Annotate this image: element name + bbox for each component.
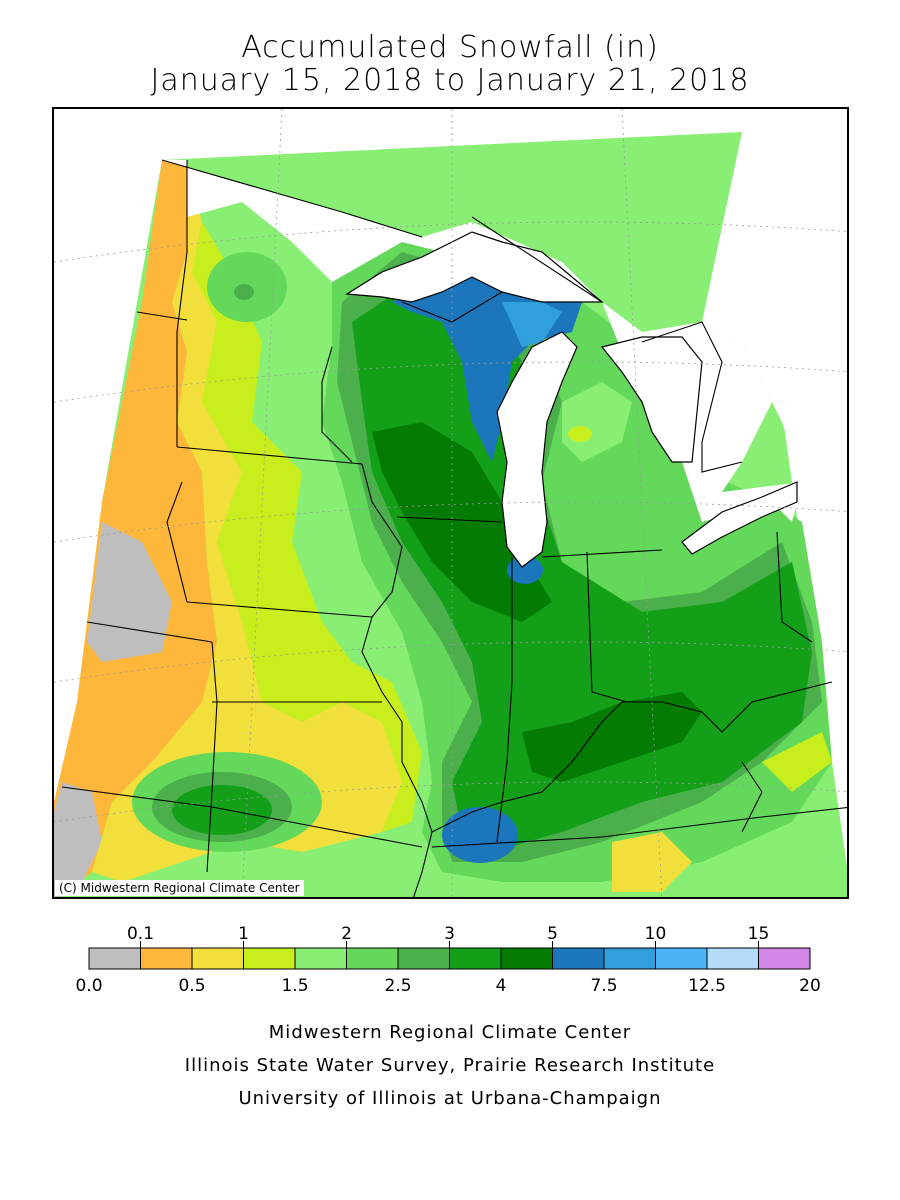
legend-swatch — [603, 947, 656, 970]
snowfall-map — [52, 107, 849, 899]
lake-erie — [681, 481, 798, 555]
snowfall-map-svg — [54, 109, 847, 897]
legend-swatch — [397, 947, 450, 970]
legend-swatch — [552, 947, 605, 970]
legend-swatch — [449, 947, 502, 970]
canada-region — [162, 160, 802, 522]
legend-bottom-label: 20 — [799, 976, 821, 996]
legend-swatch — [191, 947, 244, 970]
state-boundaries — [61, 159, 847, 897]
lake-huron — [600, 336, 703, 463]
map-title: Accumulated Snowfall (in) — [241, 30, 659, 65]
legend-swatch — [243, 947, 296, 970]
lake-michigan — [496, 331, 578, 568]
snow-zone-blue-south — [442, 807, 518, 863]
legend-swatch — [706, 947, 759, 970]
color-legend: 0.1 1 2 3 5 10 15 0.0 0.5 1.5 2.5 4 7.5 12.5 20 — [0, 918, 900, 998]
legend-bottom-label: 4 — [496, 976, 507, 996]
legend-bottom-label: 2.5 — [384, 976, 411, 996]
legend-bottom-label: 0.5 — [178, 976, 205, 996]
legend-top-label: 3 — [444, 924, 455, 944]
legend-swatch — [500, 947, 553, 970]
legend-swatch — [758, 947, 811, 970]
legend-top-label: 1 — [238, 924, 249, 944]
legend-top-label: 5 — [547, 924, 558, 944]
legend-colorbar: 0.1 1 2 3 5 10 15 0.0 0.5 1.5 2.5 4 7.5 12.5 20 — [75, 924, 821, 996]
map-credit: (C) Midwestern Regional Climate Center — [55, 880, 304, 896]
snow-zone-darkgreen — [372, 422, 552, 622]
legend-swatch — [294, 947, 347, 970]
footer-org: Midwestern Regional Climate Center — [268, 1022, 632, 1043]
snow-zone-orange-west — [54, 160, 217, 897]
legend-top-label: 15 — [748, 924, 770, 944]
legend-swatch — [88, 947, 141, 970]
legend-bottom-label: 7.5 — [590, 976, 617, 996]
snow-zone-gray-west — [87, 522, 172, 662]
legend-swatch — [655, 947, 708, 970]
legend-top-label: 10 — [645, 924, 667, 944]
snow-zone-gray-southwest — [54, 782, 102, 897]
legend-top-label: 0.1 — [127, 924, 154, 944]
legend-swatch — [140, 947, 193, 970]
snow-zone-yellow — [92, 160, 402, 882]
map-date-range: January 15, 2018 to January 21, 2018 — [150, 63, 750, 98]
legend-bottom-label: 0.0 — [75, 976, 102, 996]
legend-swatch — [346, 947, 399, 970]
snow-zone-lime — [192, 222, 422, 832]
legend-bottom-label: 1.5 — [281, 976, 308, 996]
legend-bottom-label: 12.5 — [688, 976, 726, 996]
footer-university: University of Illinois at Urbana-Champai… — [238, 1088, 662, 1109]
graticule — [54, 109, 847, 897]
legend-top-label: 2 — [341, 924, 352, 944]
footer-survey: Illinois State Water Survey, Prairie Res… — [184, 1055, 716, 1076]
snow-zone-blue-lakemichigan-south — [507, 556, 543, 584]
